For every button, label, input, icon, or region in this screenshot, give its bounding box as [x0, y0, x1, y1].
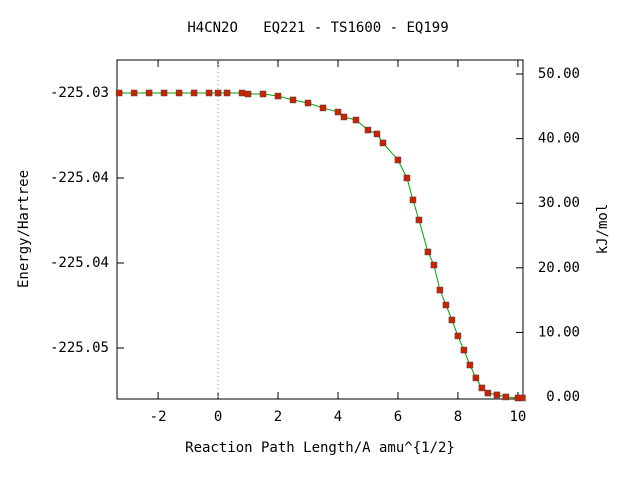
data-point	[115, 89, 123, 97]
x-axis-label: Reaction Path Length/A amu^{1/2}	[185, 440, 455, 456]
data-point	[493, 391, 501, 399]
data-point	[130, 89, 138, 97]
y-axis-label: Energy/Hartree	[16, 170, 32, 288]
data-point	[259, 90, 267, 98]
data-point	[334, 108, 342, 116]
y2-tick-label: 10.00	[538, 324, 580, 340]
data-point	[502, 393, 510, 401]
x-tick-label: 10	[509, 409, 526, 425]
x-tick-label: 0	[214, 409, 222, 425]
data-point	[238, 89, 246, 97]
data-point	[430, 261, 438, 269]
y-tick-label: -225.04	[50, 170, 109, 186]
data-point	[373, 130, 381, 138]
data-point	[403, 174, 411, 182]
data-point	[352, 116, 360, 124]
data-point	[304, 99, 312, 107]
data-point	[409, 196, 417, 204]
data-point	[319, 104, 327, 112]
data-point	[442, 301, 450, 309]
data-point	[472, 374, 480, 382]
data-point	[478, 384, 486, 392]
y2-tick-label: 30.00	[538, 195, 580, 211]
data-point	[436, 286, 444, 294]
data-point	[145, 89, 153, 97]
y-tick-label: -225.03	[50, 85, 109, 101]
x-tick-label: -2	[150, 409, 167, 425]
data-point	[484, 389, 492, 397]
data-point	[160, 89, 168, 97]
data-point	[415, 216, 423, 224]
y2-tick-label: 0.00	[546, 389, 580, 405]
y-tick-label: -225.04	[50, 255, 109, 271]
data-point	[190, 89, 198, 97]
y-tick-label: -225.05	[50, 340, 109, 356]
chart-title: H4CN2O EQ221 - TS1600 - EQ199	[187, 20, 448, 36]
data-point	[175, 89, 183, 97]
data-point	[289, 96, 297, 104]
plot-frame	[116, 59, 524, 400]
data-point	[379, 139, 387, 147]
x-tick-label: 4	[334, 409, 342, 425]
x-tick-label: 6	[394, 409, 402, 425]
data-point	[394, 156, 402, 164]
data-point	[448, 316, 456, 324]
y2-axis-label: kJ/mol	[595, 204, 611, 255]
data-point	[424, 248, 432, 256]
data-point	[214, 89, 222, 97]
data-point	[244, 90, 252, 98]
data-point	[454, 332, 462, 340]
data-point	[205, 89, 213, 97]
y2-tick-label: 20.00	[538, 260, 580, 276]
y2-tick-label: 40.00	[538, 131, 580, 147]
x-tick-label: 8	[454, 409, 462, 425]
data-point	[340, 113, 348, 121]
data-point	[460, 346, 468, 354]
data-point	[519, 394, 526, 402]
x-tick-label: 2	[274, 409, 282, 425]
data-point	[466, 361, 474, 369]
y2-tick-label: 50.00	[538, 66, 580, 82]
data-point	[223, 89, 231, 97]
data-point	[274, 92, 282, 100]
data-point	[364, 126, 372, 134]
